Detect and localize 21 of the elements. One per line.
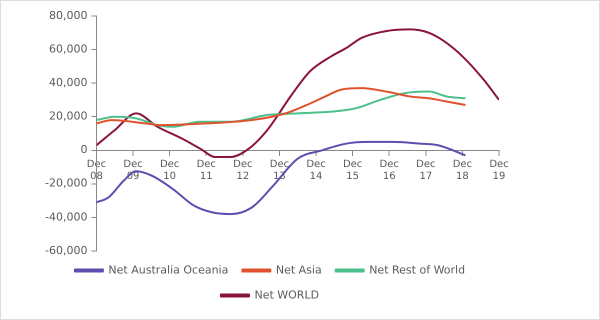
x-tick-label: Dec 18 — [452, 158, 472, 182]
y-tick-label: -40,000 — [44, 210, 88, 224]
x-tick-label: Dec 11 — [196, 158, 216, 182]
y-tick-label: 60,000 — [48, 42, 88, 56]
y-tick-label: 0 — [80, 143, 88, 156]
y-tick-label: -20,000 — [44, 176, 88, 190]
legend-label: Net Asia — [276, 263, 322, 276]
legend-label: Net Rest of World — [369, 263, 466, 276]
y-tick-label: 80,000 — [48, 8, 88, 22]
y-tick-label: 20,000 — [48, 110, 88, 123]
x-tick-label: Dec 19 — [489, 158, 509, 182]
x-tick-label: Dec 12 — [233, 158, 253, 182]
y-tick-label: 40,000 — [48, 76, 88, 89]
x-tick-label: Dec 17 — [416, 158, 436, 182]
legend-label: Net WORLD — [254, 288, 320, 302]
x-tick-label: Dec 10 — [160, 158, 180, 182]
x-tick-label: Dec 15 — [342, 158, 362, 182]
legend-label: Net Australia Oceania — [108, 263, 228, 276]
x-tick-label: Dec 16 — [380, 158, 399, 182]
x-tick-label: Dec 14 — [306, 158, 326, 182]
y-tick-label: -60,000 — [44, 244, 88, 257]
